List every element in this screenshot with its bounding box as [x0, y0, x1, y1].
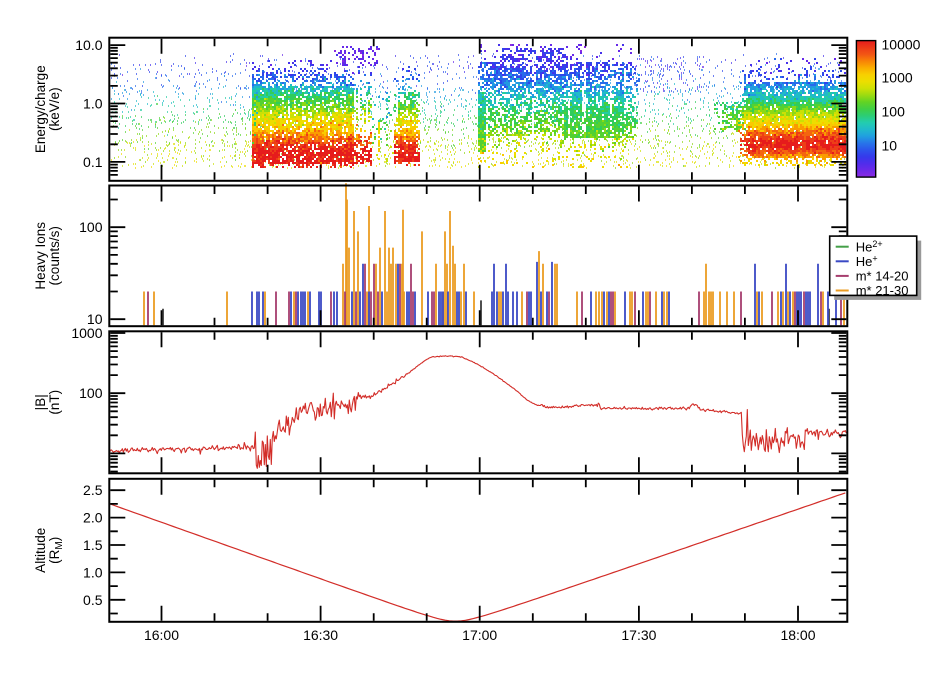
svg-text:0.1: 0.1	[83, 154, 103, 170]
svg-text:18:00: 18:00	[780, 627, 815, 643]
svg-text:|B|: |B|	[33, 394, 48, 410]
svg-text:m* 21-30: m* 21-30	[856, 283, 909, 298]
svg-text:1.5: 1.5	[83, 537, 103, 553]
svg-text:16:30: 16:30	[303, 627, 338, 643]
svg-text:16:00: 16:00	[144, 627, 179, 643]
svg-text:(nT): (nT)	[47, 390, 62, 415]
svg-text:100: 100	[79, 219, 103, 235]
svg-text:1.0: 1.0	[83, 96, 103, 112]
svg-text:(keV/e): (keV/e)	[47, 87, 62, 131]
svg-text:(counts/s): (counts/s)	[47, 226, 62, 285]
svg-text:Altitude: Altitude	[33, 528, 48, 573]
svg-text:10.0: 10.0	[75, 37, 102, 53]
svg-text:2.0: 2.0	[83, 510, 103, 526]
svg-text:10: 10	[882, 137, 898, 153]
svg-text:Heavy Ions: Heavy Ions	[33, 222, 48, 290]
svg-text:0.5: 0.5	[83, 592, 103, 608]
svg-text:100: 100	[882, 104, 906, 120]
svg-text:m* 14-20: m* 14-20	[856, 269, 909, 284]
svg-text:17:30: 17:30	[621, 627, 656, 643]
svg-text:17:00: 17:00	[462, 627, 497, 643]
svg-text:100: 100	[79, 385, 103, 401]
svg-text:10: 10	[87, 311, 103, 327]
svg-text:10000: 10000	[882, 37, 921, 53]
svg-text:1.0: 1.0	[83, 564, 103, 580]
svg-text:Energy/charge: Energy/charge	[33, 65, 48, 153]
svg-text:1000: 1000	[882, 69, 913, 85]
svg-text:2.5: 2.5	[83, 482, 103, 498]
svg-text:1000: 1000	[71, 325, 102, 341]
svg-text:He+: He+	[856, 254, 878, 270]
